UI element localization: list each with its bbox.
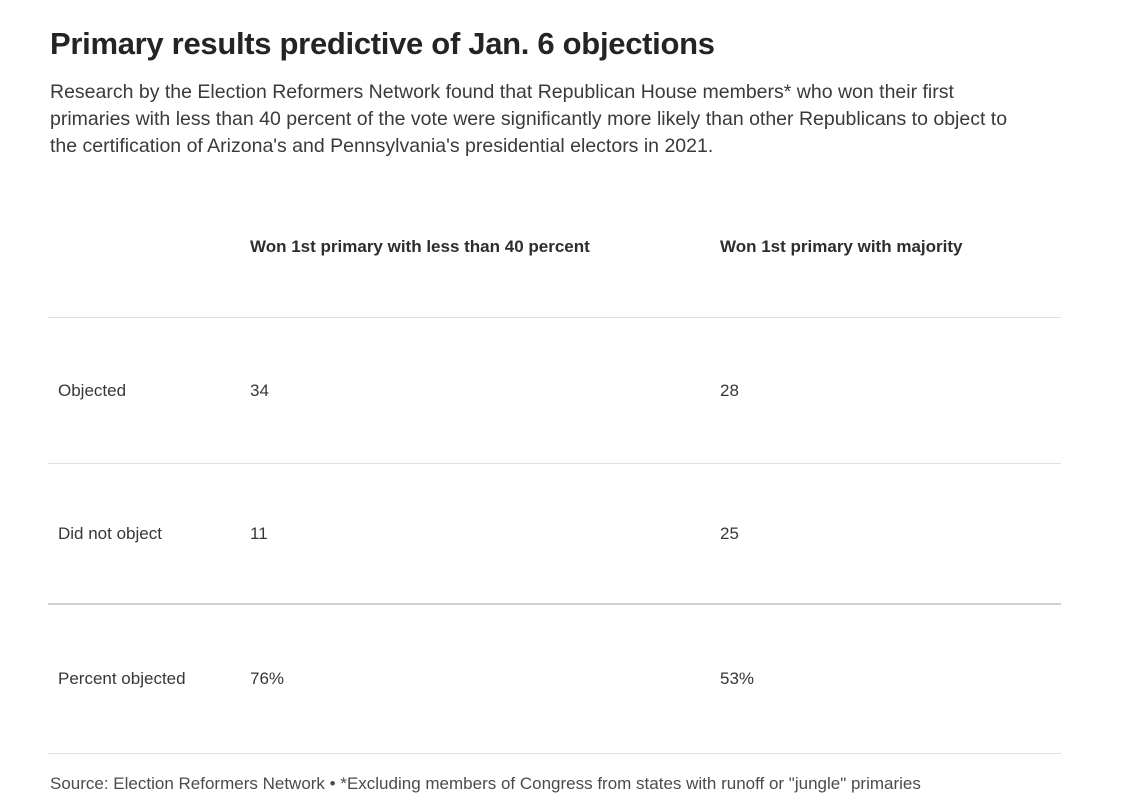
column-header-majority: Won 1st primary with majority <box>720 237 963 256</box>
chart-description: Research by the Election Reformers Netwo… <box>50 81 1008 157</box>
cell-value: 11 <box>250 523 268 543</box>
cell-value: 25 <box>720 523 739 543</box>
source-note: Source: Election Reformers Network • *Ex… <box>50 774 921 793</box>
column-header-under-40-percent: Won 1st primary with less than 40 percen… <box>250 237 590 256</box>
table-header-row: Won 1st primary with less than 40 percen… <box>48 224 1061 317</box>
data-table: Won 1st primary with less than 40 percen… <box>48 224 1061 754</box>
table-row-objected: Objected 34 28 <box>48 317 1061 463</box>
chart-title: Primary results predictive of Jan. 6 obj… <box>50 26 715 61</box>
cell-value: 76% <box>250 669 285 688</box>
cell-value: 53% <box>720 669 755 688</box>
table-row-percent-objected: Percent objected 76% 53% <box>48 603 1061 753</box>
cell-value: 28 <box>720 380 739 400</box>
row-label: Percent objected <box>58 669 186 688</box>
row-label: Did not object <box>58 523 162 543</box>
table-row-did-not-object: Did not object 11 25 <box>48 463 1061 603</box>
cell-value: 34 <box>250 380 269 400</box>
row-label: Objected <box>58 380 127 400</box>
